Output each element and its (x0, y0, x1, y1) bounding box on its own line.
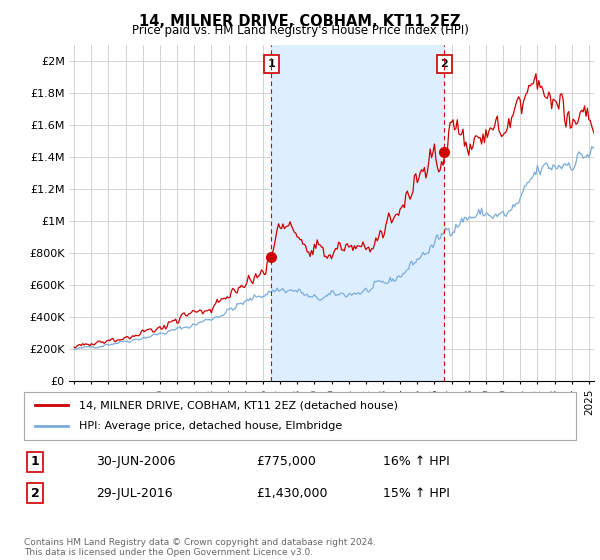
Text: 14, MILNER DRIVE, COBHAM, KT11 2EZ: 14, MILNER DRIVE, COBHAM, KT11 2EZ (139, 14, 461, 29)
Text: Price paid vs. HM Land Registry's House Price Index (HPI): Price paid vs. HM Land Registry's House … (131, 24, 469, 37)
Text: 1: 1 (31, 455, 40, 468)
Text: 16% ↑ HPI: 16% ↑ HPI (383, 455, 449, 468)
Text: 2: 2 (31, 487, 40, 500)
Text: 15% ↑ HPI: 15% ↑ HPI (383, 487, 449, 500)
Text: 14, MILNER DRIVE, COBHAM, KT11 2EZ (detached house): 14, MILNER DRIVE, COBHAM, KT11 2EZ (deta… (79, 400, 398, 410)
Text: 2: 2 (440, 59, 448, 69)
Text: 29-JUL-2016: 29-JUL-2016 (96, 487, 172, 500)
Bar (271, 45, 445, 381)
Text: £775,000: £775,000 (256, 455, 316, 468)
Text: 30-JUN-2006: 30-JUN-2006 (96, 455, 175, 468)
Text: 1: 1 (268, 59, 275, 69)
Text: Contains HM Land Registry data © Crown copyright and database right 2024.
This d: Contains HM Land Registry data © Crown c… (24, 538, 376, 557)
Text: HPI: Average price, detached house, Elmbridge: HPI: Average price, detached house, Elmb… (79, 421, 343, 431)
Text: £1,430,000: £1,430,000 (256, 487, 328, 500)
